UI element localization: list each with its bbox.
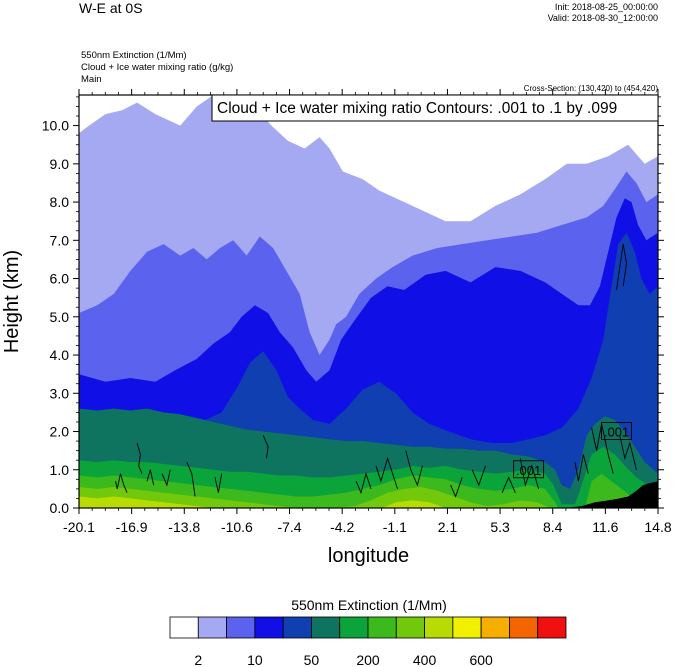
fill-level-7 [79,473,658,508]
contour-field-label: Cloud + Ice water mixing ratio (g/kg) [81,62,234,73]
cloud-contour [574,454,589,482]
cloud-contour [501,476,516,493]
cloud-contour [262,435,269,459]
contour-label-box [601,422,632,440]
colorbar-swatch [254,616,284,639]
plot-area: .001 .001 [79,95,658,508]
contour-label: .001 [516,463,541,478]
colorbar-swatch [311,616,341,639]
colorbar-swatch [282,616,312,639]
y-tick-label: 6.0 [50,271,70,287]
cloud-contour [146,469,155,486]
cloud-contour [471,465,486,487]
colorbar-label: 600 [469,652,493,667]
colorbar-swatch [537,616,567,639]
fill-level-8 [79,487,658,508]
cloud-contour [186,461,196,497]
colorbar-label: 50 [304,652,320,667]
colorbar-swatch [339,616,369,639]
y-tick-label: 2.0 [50,424,70,440]
colorbar-swatch [480,616,510,639]
cloud-contour [375,456,398,490]
x-tick-label: 2.1 [438,519,458,535]
x-axis-label: longitude [328,545,409,567]
main-label: Main [81,74,102,85]
colorbar-swatch [226,616,256,639]
y-tick-label: 1.0 [50,462,70,478]
y-tick-label: 9.0 [50,156,70,172]
x-tick-label: -20.1 [63,519,95,535]
colorbar-swatch [197,616,227,639]
cross-section-label: Cross-Section: (130,420) to (454,420) [523,84,658,93]
colorbar-title: 550nm Extinction (1/Mm) [291,597,447,613]
x-tick-label: -10.6 [221,519,253,535]
colorbar-label: 10 [247,652,263,667]
x-tick-label: -13.8 [168,519,200,535]
colorbar-swatch [452,616,482,639]
cloud-contour [450,477,463,498]
colorbar-swatch [509,616,539,639]
init-time: Init: 2018-08-25_00:00:00 [554,2,658,12]
y-axis: 0.0 1.0 2.0 3.0 4.0 5.0 6.0 7.0 8.0 9.0 10.0 [42,96,664,516]
y-tick-label: 5.0 [50,309,70,325]
x-tick-label: 5.3 [490,519,510,535]
contour-label-box [513,460,545,479]
cloud-contour [214,473,223,493]
cloud-contour [161,469,171,487]
colorbar-swatch [424,616,454,639]
colorbar-swatch [367,616,397,639]
x-tick-label: -4.2 [330,519,354,535]
y-tick-label: 7.0 [50,232,70,248]
y-tick-label: 8.0 [50,194,70,210]
colorbar-label: 200 [356,652,380,667]
x-tick-label: 11.6 [592,519,618,535]
x-tick-label: -16.9 [116,519,148,535]
colorbar-swatch [169,616,199,639]
cloud-contour [616,244,627,291]
terrain [565,481,658,508]
fill-level-9 [79,496,658,508]
colorbar-label: 400 [413,652,437,667]
valid-time: Valid: 2018-08-30_12:00:00 [547,13,658,23]
plot-title: W-E at 0S [79,0,143,16]
x-axis: -20.1 -16.9 -13.8 -10.6 -7.4 -4.2 -1.1 2.1 5.3 8.… [63,89,672,535]
y-tick-label: 0.0 [50,500,70,516]
x-tick-label: 14.8 [644,519,671,535]
contour-info-box: Cloud + Ice water mixing ratio Contours:… [211,94,659,122]
x-tick-label: 8.4 [543,519,563,535]
colorbar-swatch [395,616,425,639]
cloud-contour [136,442,143,474]
colorbar: 2 10 50 200 400 600 [169,616,567,667]
x-tick-label: -1.1 [383,519,407,535]
y-tick-label: 10.0 [42,118,69,134]
cloud-contour [619,435,637,470]
contour-info-text: Cloud + Ice water mixing ratio Contours:… [217,100,617,117]
contour-label: .001 [604,425,629,440]
y-tick-label: 3.0 [50,385,70,401]
colorbar-label: 2 [194,652,202,667]
y-axis-label: Height (km) [1,250,23,353]
y-tick-label: 4.0 [50,347,70,363]
cloud-contour [115,473,128,493]
x-tick-label: -7.4 [277,519,301,535]
field-label: 550nm Extinction (1/Mm) [81,50,187,61]
cloud-contour [405,450,423,487]
cloud-contour [355,472,372,495]
